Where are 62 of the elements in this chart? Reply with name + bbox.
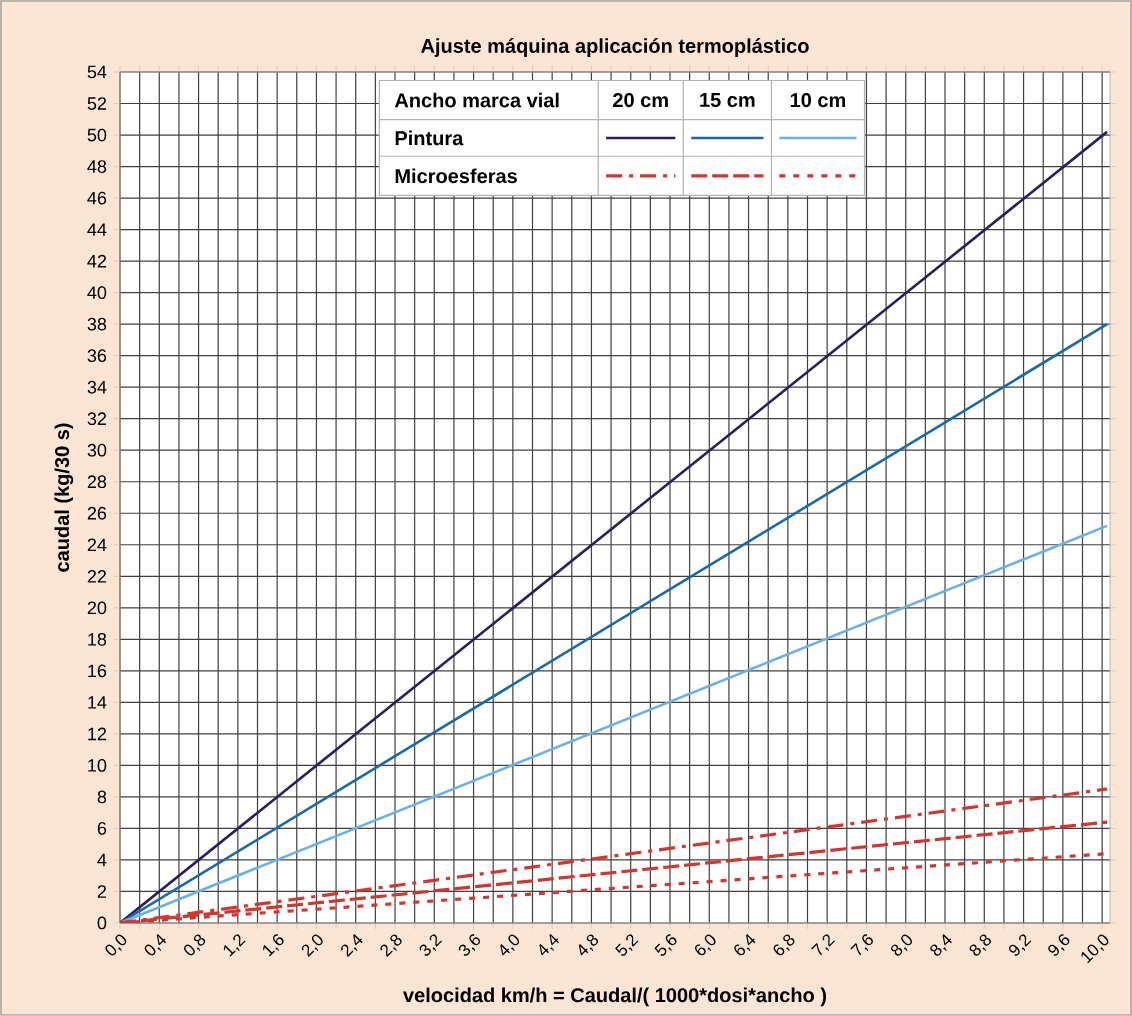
annotation: Ancho marca vial [394,92,559,108]
x-tick-label: 1,6 [263,934,284,957]
x-tick-label: 6,8 [773,934,795,956]
y-tick-label: 28 [87,475,107,489]
y-tick-label: 36 [87,349,107,363]
y-tick-label: 2 [97,885,107,898]
annotation: 10 cm [790,93,846,108]
y-tick-label: 0 [97,916,107,930]
x-tick-label: 4,0 [500,934,520,956]
y-tick-label: 50 [87,128,107,142]
x-tick-label: 2,8 [380,934,402,957]
x-tick-label: 9,6 [1048,934,1070,956]
annotation: 15 cm [700,93,755,108]
x-axis-title: velocidad km/h = Caudal/( 1000*dosi*ancho ) [403,987,827,1007]
x-tick-label: 7,6 [850,934,873,956]
y-tick-label: 54 [87,65,107,79]
y-tick-label: 10 [88,759,107,772]
x-tick-label: 8,4 [930,934,952,956]
x-tick-label: 4,8 [578,934,599,956]
y-tick-label: 44 [87,223,107,236]
y-tick-label: 18 [88,632,107,646]
y-tick-label: 26 [87,506,107,520]
y-tick-label: 16 [88,664,107,678]
y-tick-label: 6 [97,822,107,835]
annotation: Pintura [395,130,464,146]
y-axis-title: caudal (kg/30 s) [54,423,74,572]
y-tick-label: 24 [87,538,107,552]
annotation: Microesferas [395,168,517,184]
y-tick-label: 8 [97,790,107,804]
x-tick-label: 5,2 [615,934,639,956]
y-tick-label: 30 [87,443,107,457]
x-tick-label: 7,2 [811,934,835,956]
x-tick-label: 3,2 [419,934,443,956]
x-tick-label: 0,8 [184,934,206,956]
y-tick-label: 12 [88,727,107,741]
y-tick-label: 20 [87,601,107,615]
x-tick-label: 0,4 [144,934,167,956]
y-tick-label: 42 [87,254,107,268]
x-tick-label: 5,6 [654,934,677,956]
x-tick-label: 6,4 [734,934,756,956]
x-tick-label: 8,8 [969,934,991,956]
y-tick-label: 40 [87,286,107,300]
x-tick-label: 0,0 [105,934,127,956]
y-tick-label: 46 [87,191,107,205]
y-tick-label: 32 [87,412,107,426]
x-tick-label: 8,0 [891,934,912,956]
y-tick-label: 52 [87,97,107,110]
y-tick-label: 48 [87,160,107,173]
y-tick-label: 14 [88,696,107,709]
x-tick-label: 2,4 [341,934,363,957]
x-tick-label: 9,2 [1008,934,1032,956]
x-tick-label: 6,0 [695,934,716,956]
x-tick-label: 1,2 [223,934,246,957]
y-tick-label: 4 [97,853,107,867]
y-tick-label: 34 [87,380,107,394]
x-tick-label: 4,4 [539,933,559,956]
y-tick-label: 22 [87,569,107,583]
y-tick-label: 38 [87,317,107,331]
chart-title: Ajuste máquina aplicación termoplástico [421,38,809,57]
x-tick-label: 2,0 [301,934,323,957]
x-tick-label: 3,6 [458,934,481,956]
annotation: 20 cm [613,93,668,108]
